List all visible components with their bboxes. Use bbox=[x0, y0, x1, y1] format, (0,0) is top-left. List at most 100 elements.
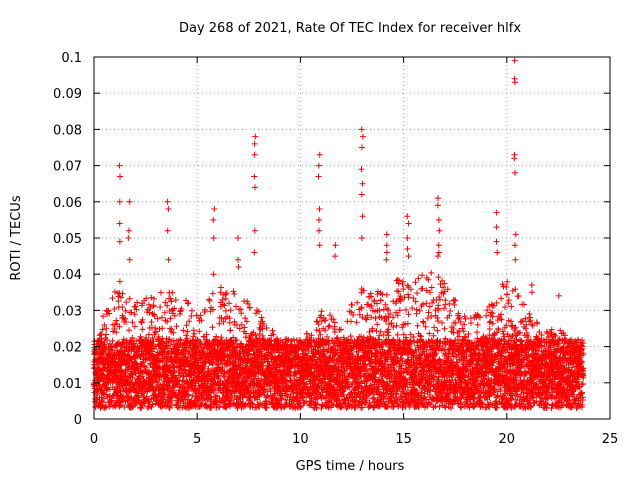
data-point bbox=[126, 363, 133, 370]
data-point bbox=[241, 324, 248, 331]
data-point bbox=[132, 355, 139, 362]
data-point bbox=[111, 306, 118, 313]
data-point bbox=[394, 276, 401, 283]
data-point bbox=[222, 307, 229, 314]
data-point bbox=[318, 308, 325, 315]
data-point bbox=[186, 318, 193, 325]
data-point bbox=[347, 318, 354, 325]
data-point bbox=[206, 296, 213, 303]
data-point bbox=[338, 326, 345, 333]
data-point bbox=[134, 364, 141, 371]
data-point bbox=[122, 307, 129, 314]
data-point bbox=[353, 319, 360, 326]
data-point bbox=[111, 325, 118, 332]
data-point bbox=[157, 304, 164, 311]
data-point bbox=[372, 315, 379, 322]
data-point bbox=[180, 327, 187, 334]
data-point bbox=[376, 336, 383, 343]
data-point bbox=[269, 327, 276, 334]
data-point bbox=[380, 306, 387, 313]
data-point bbox=[414, 322, 421, 329]
data-point bbox=[347, 333, 354, 340]
data-point bbox=[419, 272, 426, 279]
data-point bbox=[131, 323, 138, 330]
data-point bbox=[116, 323, 123, 330]
data-point bbox=[104, 337, 111, 344]
data-point bbox=[100, 313, 107, 320]
data-point bbox=[134, 299, 141, 306]
data-point bbox=[99, 398, 106, 405]
data-point bbox=[354, 299, 361, 306]
data-point bbox=[412, 279, 419, 286]
data-point bbox=[169, 289, 176, 296]
data-point bbox=[227, 307, 234, 314]
data-point bbox=[103, 331, 110, 338]
data-point bbox=[103, 325, 110, 332]
data-point bbox=[399, 324, 406, 331]
data-point bbox=[405, 294, 412, 301]
data-point bbox=[117, 402, 124, 409]
data-point bbox=[428, 269, 435, 276]
data-point bbox=[94, 386, 101, 393]
data-point bbox=[132, 303, 139, 310]
data-point bbox=[112, 402, 119, 409]
data-point bbox=[233, 303, 239, 310]
data-point bbox=[145, 331, 152, 338]
data-point bbox=[188, 307, 195, 314]
data-point bbox=[123, 319, 130, 326]
data-point bbox=[414, 290, 421, 297]
data-point bbox=[139, 316, 146, 323]
data-point bbox=[126, 327, 133, 334]
data-point bbox=[111, 288, 118, 295]
data-point bbox=[123, 299, 130, 306]
data-point bbox=[117, 294, 124, 301]
data-point bbox=[105, 307, 112, 314]
data-point bbox=[159, 325, 166, 332]
data-point bbox=[113, 317, 120, 324]
data-point bbox=[209, 290, 216, 297]
data-point bbox=[331, 319, 338, 326]
data-point bbox=[99, 326, 106, 333]
data-point bbox=[109, 337, 116, 344]
data-point bbox=[230, 288, 237, 295]
data-point bbox=[413, 310, 420, 317]
grid-layer bbox=[94, 57, 610, 419]
data-point bbox=[404, 320, 411, 327]
data-point bbox=[183, 332, 190, 339]
data-point bbox=[407, 331, 414, 338]
data-point bbox=[117, 362, 124, 369]
data-point bbox=[222, 295, 229, 302]
data-point bbox=[138, 319, 145, 326]
data-point bbox=[431, 324, 438, 331]
data-point bbox=[109, 379, 116, 386]
data-point bbox=[139, 373, 146, 380]
data-point bbox=[106, 310, 113, 317]
data-point bbox=[394, 331, 401, 338]
data-point bbox=[121, 315, 128, 322]
data-point bbox=[383, 291, 390, 298]
data-points-layer bbox=[90, 57, 587, 412]
data-point bbox=[184, 328, 191, 335]
data-point bbox=[350, 312, 357, 319]
data-point bbox=[183, 322, 190, 329]
data-point bbox=[109, 347, 116, 354]
data-point bbox=[148, 319, 155, 326]
data-point bbox=[326, 322, 333, 329]
data-point bbox=[377, 328, 384, 335]
data-point bbox=[206, 297, 213, 304]
data-point bbox=[101, 321, 108, 328]
data-point bbox=[131, 311, 138, 318]
data-point bbox=[209, 324, 216, 331]
data-point bbox=[119, 304, 126, 311]
data-point bbox=[126, 295, 133, 302]
data-point bbox=[154, 315, 161, 322]
data-point bbox=[188, 312, 195, 319]
data-point bbox=[415, 275, 422, 282]
data-point bbox=[348, 302, 355, 309]
data-point bbox=[137, 333, 144, 340]
data-point bbox=[120, 339, 127, 346]
data-point bbox=[157, 289, 164, 296]
data-point bbox=[96, 332, 103, 339]
data-point bbox=[110, 328, 117, 335]
